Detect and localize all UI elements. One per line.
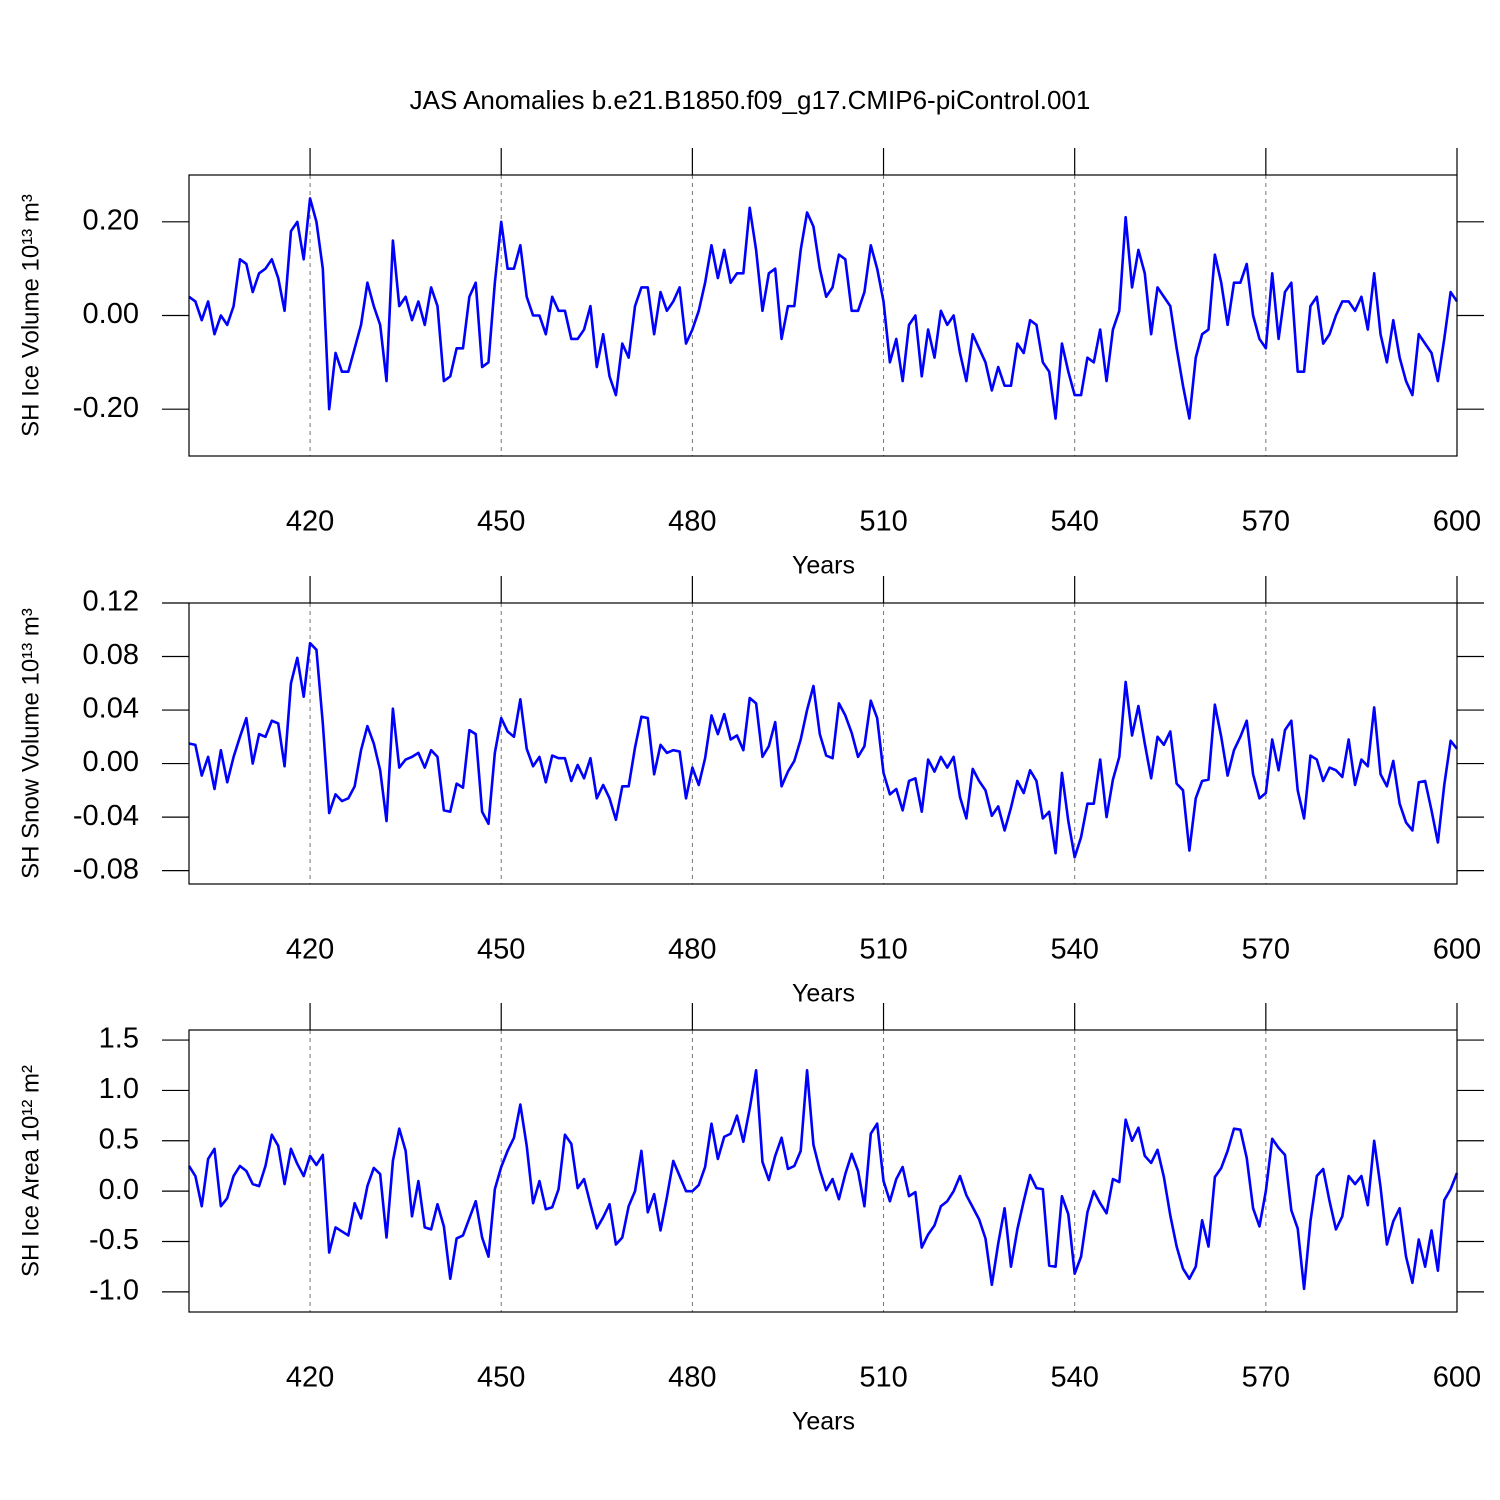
x-tick-label: 570 [1242,506,1290,538]
x-tick-label: 540 [1050,506,1098,538]
y-tick-label: 0.20 [83,204,139,236]
x-tick-label: 600 [1433,506,1481,538]
x-tick-label: 480 [668,1362,716,1394]
x-tick-label: 510 [859,1362,907,1394]
data-line [188,641,1459,859]
x-axis-label: Years [792,1408,855,1436]
y-tick-label: -0.08 [73,853,139,885]
y-tick-label: 1.5 [99,1023,139,1055]
x-tick-label: 420 [286,934,334,966]
y-tick-label: -0.5 [89,1224,139,1256]
figure-title: JAS Anomalies b.e21.B1850.f09_g17.CMIP6-… [410,85,1091,115]
x-tick-label: 480 [668,506,716,538]
data-line [188,197,1459,420]
x-tick-label: 420 [286,506,334,538]
y-axis-label: SH Snow Volume 10¹³ m³ [17,608,44,879]
y-tick-label: -0.20 [73,392,139,424]
x-tick-label: 540 [1050,1362,1098,1394]
y-tick-label: 0.08 [83,639,139,671]
x-axis-label: Years [792,980,855,1008]
plot-frame [188,174,1458,457]
y-axis-label: SH Ice Area 10¹² m² [17,1065,44,1277]
x-tick-label: 420 [286,1362,334,1394]
x-tick-label: 450 [477,506,525,538]
x-tick-label: 570 [1242,934,1290,966]
y-tick-label: 1.0 [99,1073,139,1105]
x-tick-label: 450 [477,1362,525,1394]
x-tick-label: 510 [859,934,907,966]
y-tick-label: 0.00 [83,298,139,330]
x-tick-label: 600 [1433,1362,1481,1394]
x-tick-label: 600 [1433,934,1481,966]
plot-frame [188,1029,1458,1313]
x-tick-label: 570 [1242,1362,1290,1394]
y-tick-label: -0.04 [73,800,139,832]
y-tick-label: 0.0 [99,1174,139,1206]
x-tick-label: 480 [668,934,716,966]
y-tick-label: 0.04 [83,693,139,725]
x-tick-label: 450 [477,934,525,966]
y-tick-label: 0.12 [83,586,139,618]
x-tick-label: 540 [1050,934,1098,966]
y-tick-label: -1.0 [89,1275,139,1307]
y-axis-label: SH Ice Volume 10¹³ m³ [17,194,44,437]
plot-frame [188,602,1458,885]
data-line [187,1068,1459,1291]
x-tick-label: 510 [859,506,907,538]
y-tick-label: 0.00 [83,746,139,778]
x-axis-label: Years [792,552,855,580]
y-tick-label: 0.5 [99,1123,139,1155]
